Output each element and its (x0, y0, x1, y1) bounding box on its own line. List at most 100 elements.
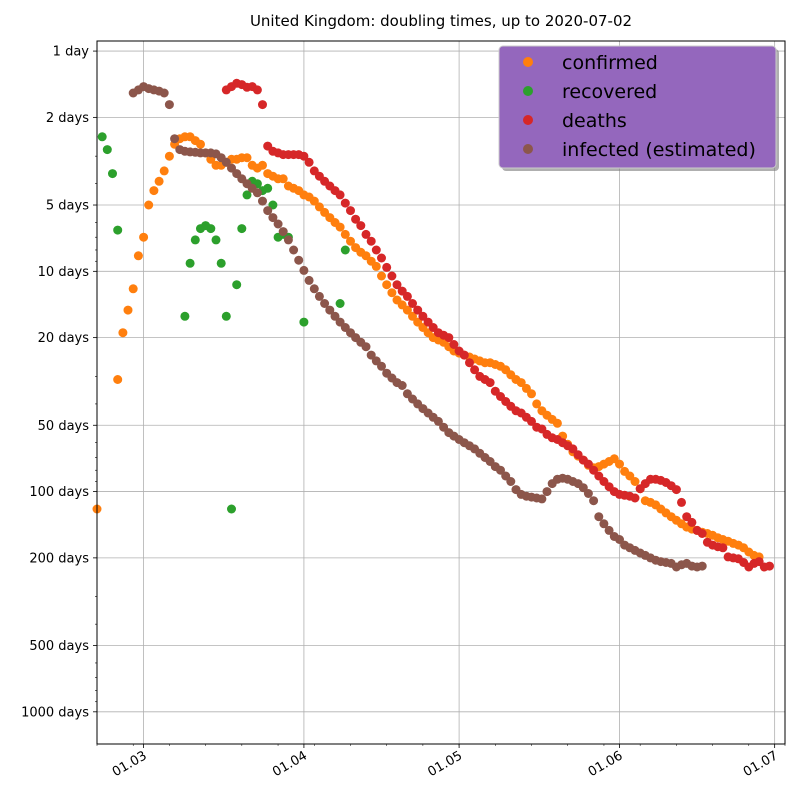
data-point (340, 245, 350, 255)
data-point (283, 235, 293, 245)
data-point (346, 206, 355, 216)
data-point (552, 418, 562, 428)
data-point (408, 299, 417, 308)
data-point (496, 465, 505, 475)
y-tick-label: 10 days (38, 265, 90, 280)
data-point (258, 160, 267, 170)
series-confirmed (92, 132, 764, 562)
legend-label: infected (estimated) (562, 139, 756, 161)
data-point (258, 100, 267, 110)
data-point (335, 299, 345, 308)
data-point (340, 229, 350, 239)
data-point (433, 416, 443, 426)
data-point (196, 139, 205, 149)
data-point (149, 186, 159, 196)
data-point (144, 200, 154, 210)
data-point (227, 504, 236, 514)
data-point (242, 153, 252, 163)
data-point (671, 485, 681, 495)
data-point (537, 494, 547, 504)
data-point (387, 271, 397, 281)
data-point (159, 166, 169, 176)
data-point (366, 350, 376, 360)
series-infected-estimated (128, 82, 707, 572)
data-point (340, 198, 350, 208)
data-point (211, 235, 221, 245)
data-point (589, 496, 599, 506)
data-point (568, 444, 578, 454)
data-point (615, 459, 624, 469)
data-point (382, 262, 392, 272)
data-point (299, 265, 309, 275)
data-point (578, 483, 588, 493)
data-point (371, 261, 381, 271)
data-point (377, 253, 386, 263)
data-point (677, 497, 686, 507)
data-point (687, 517, 697, 527)
data-point (237, 224, 247, 234)
data-point (377, 361, 386, 371)
data-point (361, 229, 371, 239)
y-tick-label: 1000 days (21, 705, 89, 720)
data-point (221, 311, 231, 321)
data-point (133, 251, 143, 261)
data-point (465, 358, 474, 368)
y-tick-label: 20 days (38, 331, 90, 346)
data-point (320, 299, 330, 308)
data-point (304, 275, 314, 285)
data-point (314, 291, 324, 301)
x-tick-label: 01.07 (741, 748, 781, 780)
legend-label: deaths (562, 110, 627, 132)
data-point (330, 311, 340, 321)
legend: confirmed recovered deaths infected (estima… (498, 45, 779, 171)
data-point (583, 459, 593, 469)
data-point (630, 477, 640, 486)
data-point (630, 493, 640, 503)
data-point (263, 183, 273, 193)
data-point (154, 176, 164, 186)
data-point (325, 305, 335, 315)
legend-marker (523, 115, 533, 125)
data-point (583, 489, 593, 498)
data-point (258, 196, 267, 206)
data-point (408, 311, 417, 321)
data-point (164, 151, 174, 161)
data-point (387, 288, 397, 298)
data-point (159, 88, 169, 98)
data-point (185, 258, 195, 268)
axis-ticks: 1 day 2 days 5 days 10 days 20 days 50 days 10… (21, 45, 786, 780)
legend-marker (523, 86, 533, 96)
data-point (278, 174, 288, 184)
data-point (356, 221, 366, 231)
data-point (506, 477, 516, 486)
data-point (449, 340, 459, 349)
series-deaths (221, 78, 774, 572)
data-point (604, 525, 614, 535)
data-point (527, 389, 536, 399)
data-point (309, 196, 319, 206)
data-point (361, 342, 371, 352)
data-point (221, 157, 231, 167)
data-point (206, 224, 216, 234)
data-point (273, 219, 283, 229)
data-point (108, 169, 117, 179)
x-tick-label: 01.05 (425, 748, 465, 780)
x-tick-label: 01.04 (270, 748, 310, 780)
data-point (278, 227, 288, 237)
data-point (216, 258, 226, 268)
data-point (594, 512, 604, 522)
data-point (346, 236, 355, 246)
data-point (299, 317, 309, 327)
data-point (765, 561, 774, 571)
y-tick-label: 2 days (46, 111, 89, 126)
data-point (697, 561, 707, 571)
chart-title: United Kingdom: doubling times, up to 20… (250, 12, 632, 30)
data-point (413, 305, 423, 315)
data-points (92, 78, 774, 572)
y-tick-label: 200 days (29, 551, 89, 566)
data-point (335, 222, 345, 232)
data-point (97, 132, 107, 142)
y-tick-label: 50 days (38, 419, 90, 434)
data-point (252, 85, 262, 95)
